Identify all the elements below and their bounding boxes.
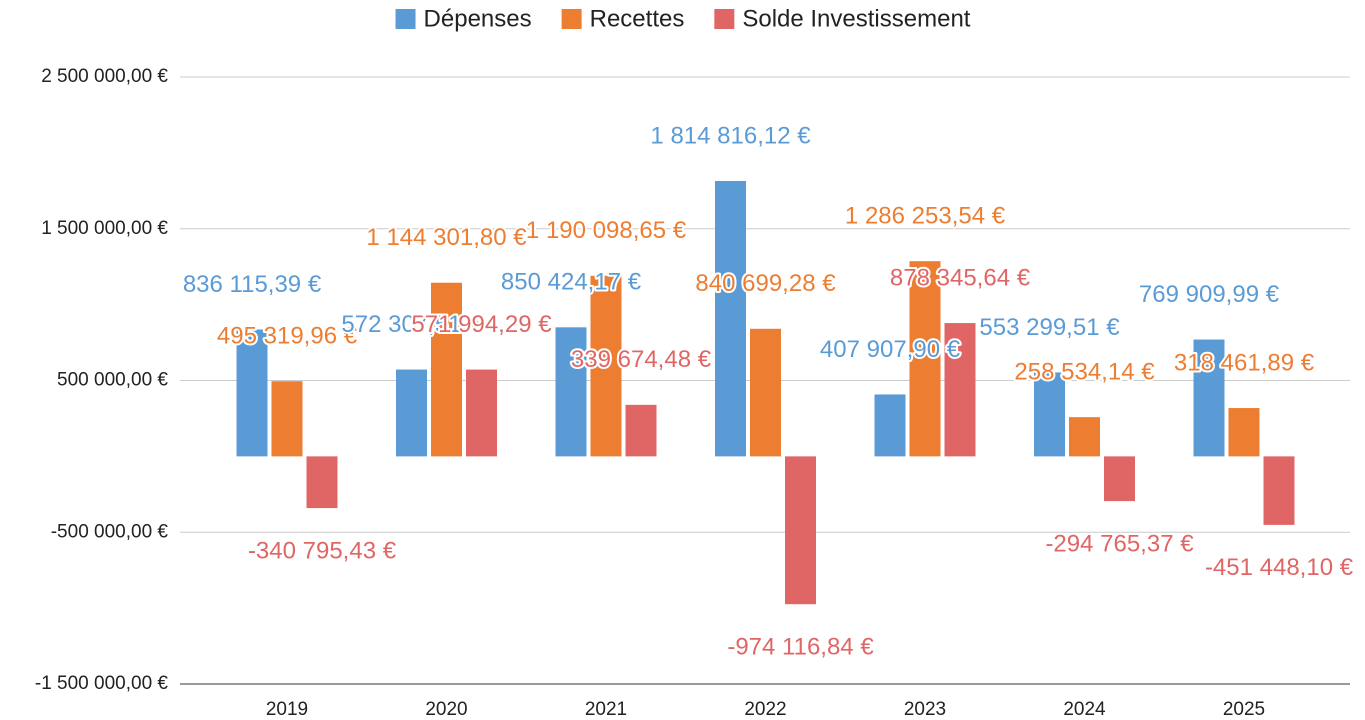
x-tick-label: 2019 <box>266 699 308 720</box>
data-label: 836 115,39 € <box>183 271 322 298</box>
legend-label: Recettes <box>590 5 685 32</box>
bar <box>1193 339 1225 457</box>
bar <box>396 369 427 457</box>
legend-label: Dépenses <box>424 5 532 32</box>
data-label: 769 909,99 € <box>1139 281 1280 308</box>
legend-swatch <box>561 9 582 29</box>
bar <box>1104 456 1135 502</box>
bar <box>874 394 906 457</box>
y-tick-label: 1 500 000,00 € <box>41 218 168 239</box>
bar <box>944 323 976 457</box>
bar <box>466 369 497 457</box>
data-label: 1 814 816,12 € <box>650 122 811 149</box>
bar <box>1228 408 1260 457</box>
data-label: -340 795,43 € <box>248 537 397 564</box>
x-tick-label: 2021 <box>585 699 627 720</box>
data-label: 553 299,51 € <box>979 314 1120 341</box>
data-label: 1 144 301,80 € <box>366 224 527 251</box>
data-label: 571 994,29 € <box>411 311 552 338</box>
bar <box>1069 417 1100 457</box>
data-label: 1 190 098,65 € <box>526 217 687 244</box>
data-label: 572 307,51 € <box>341 311 482 338</box>
data-label: -294 765,37 € <box>1045 530 1194 557</box>
y-tick-label: 500 000,00 € <box>57 370 168 391</box>
y-tick-label: -1 500 000,00 € <box>35 673 169 694</box>
bar <box>590 275 622 457</box>
y-tick-label: -500 000,00 € <box>51 521 169 542</box>
legend: Dépenses Recettes Solde Investissement <box>395 5 971 32</box>
x-tick-label: 2024 <box>1063 699 1106 720</box>
x-tick-label: 2023 <box>904 699 946 720</box>
data-label: 407 907,90 € <box>820 336 961 363</box>
bar <box>1263 456 1295 525</box>
x-tick-label: 2025 <box>1223 699 1265 720</box>
data-label: 318 461,89 € <box>1174 349 1315 376</box>
bar <box>555 327 587 457</box>
legend-swatch <box>395 9 416 29</box>
data-label: 840 699,28 € <box>695 270 836 297</box>
data-label: 495 319,96 € <box>217 323 358 350</box>
legend-label: Solde Investissement <box>742 5 970 32</box>
x-tick-label: 2022 <box>744 699 786 720</box>
bar <box>909 261 941 457</box>
bar <box>785 456 816 605</box>
data-label: -974 116,84 € <box>727 634 874 661</box>
y-tick-label: 2 500 000,00 € <box>41 66 168 87</box>
bar <box>236 329 268 457</box>
x-tick-label: 2020 <box>425 699 467 720</box>
data-label: -451 448,10 € <box>1205 554 1354 581</box>
bar <box>1034 372 1065 457</box>
data-label: 258 534,14 € <box>1014 358 1155 385</box>
bar <box>306 456 338 509</box>
bar <box>271 381 303 457</box>
data-label: 1 286 253,54 € <box>845 203 1006 230</box>
bar <box>715 180 746 457</box>
bar <box>625 404 657 457</box>
legend-swatch <box>714 9 735 29</box>
data-label: 339 674,48 € <box>571 346 712 373</box>
bar <box>750 328 781 457</box>
data-label: 850 424,17 € <box>501 269 642 296</box>
bar <box>431 282 462 457</box>
data-label: 878 345,64 € <box>890 264 1031 291</box>
